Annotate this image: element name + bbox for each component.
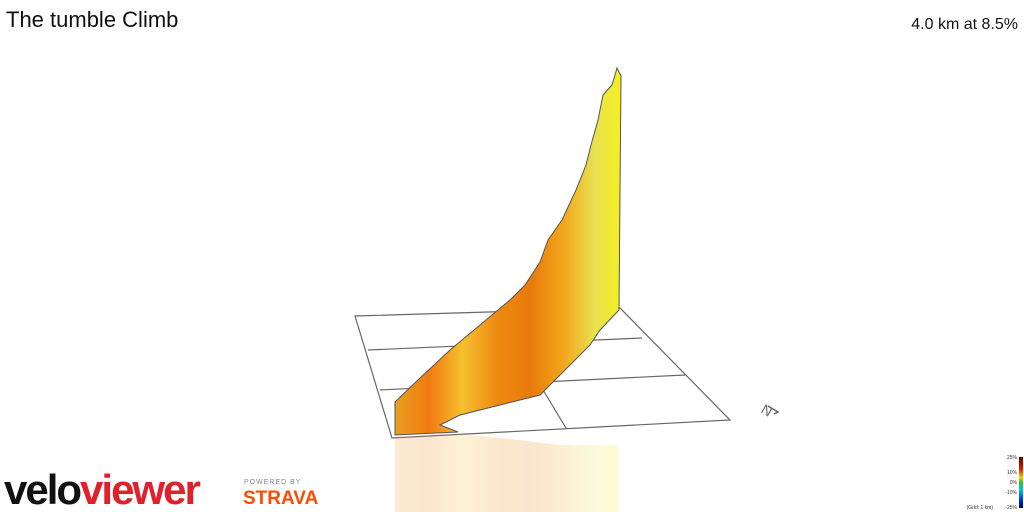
legend-label: 10%	[1007, 470, 1018, 476]
logo-viewer: viewer	[80, 466, 200, 512]
color-scale	[1019, 457, 1023, 508]
gradient-legend: 25% 10% 0% -10% -25% (Grid: 1 km)	[967, 455, 1023, 511]
legend-label: 25%	[1007, 455, 1018, 461]
logo-velo: velo	[4, 466, 81, 512]
title: The tumble Climb	[6, 7, 178, 32]
compass: N	[759, 401, 780, 420]
legend-label: 0%	[1010, 480, 1018, 486]
powered-by: POWERED BY	[244, 479, 301, 486]
compass-label: N	[759, 401, 776, 420]
legend-label: -10%	[1005, 490, 1017, 496]
grid-note: (Grid: 1 km)	[967, 505, 994, 511]
profile-reflection	[395, 434, 618, 512]
strava-logo: STRAVA	[243, 488, 319, 509]
legend-label: -25%	[1005, 505, 1017, 511]
climb-stats: 4.0 km at 8.5%	[911, 16, 1018, 33]
profile-wall	[394, 66, 622, 436]
logo: veloviewer POWERED BY STRAVA	[4, 466, 319, 512]
logo-text: veloviewer	[4, 466, 200, 512]
